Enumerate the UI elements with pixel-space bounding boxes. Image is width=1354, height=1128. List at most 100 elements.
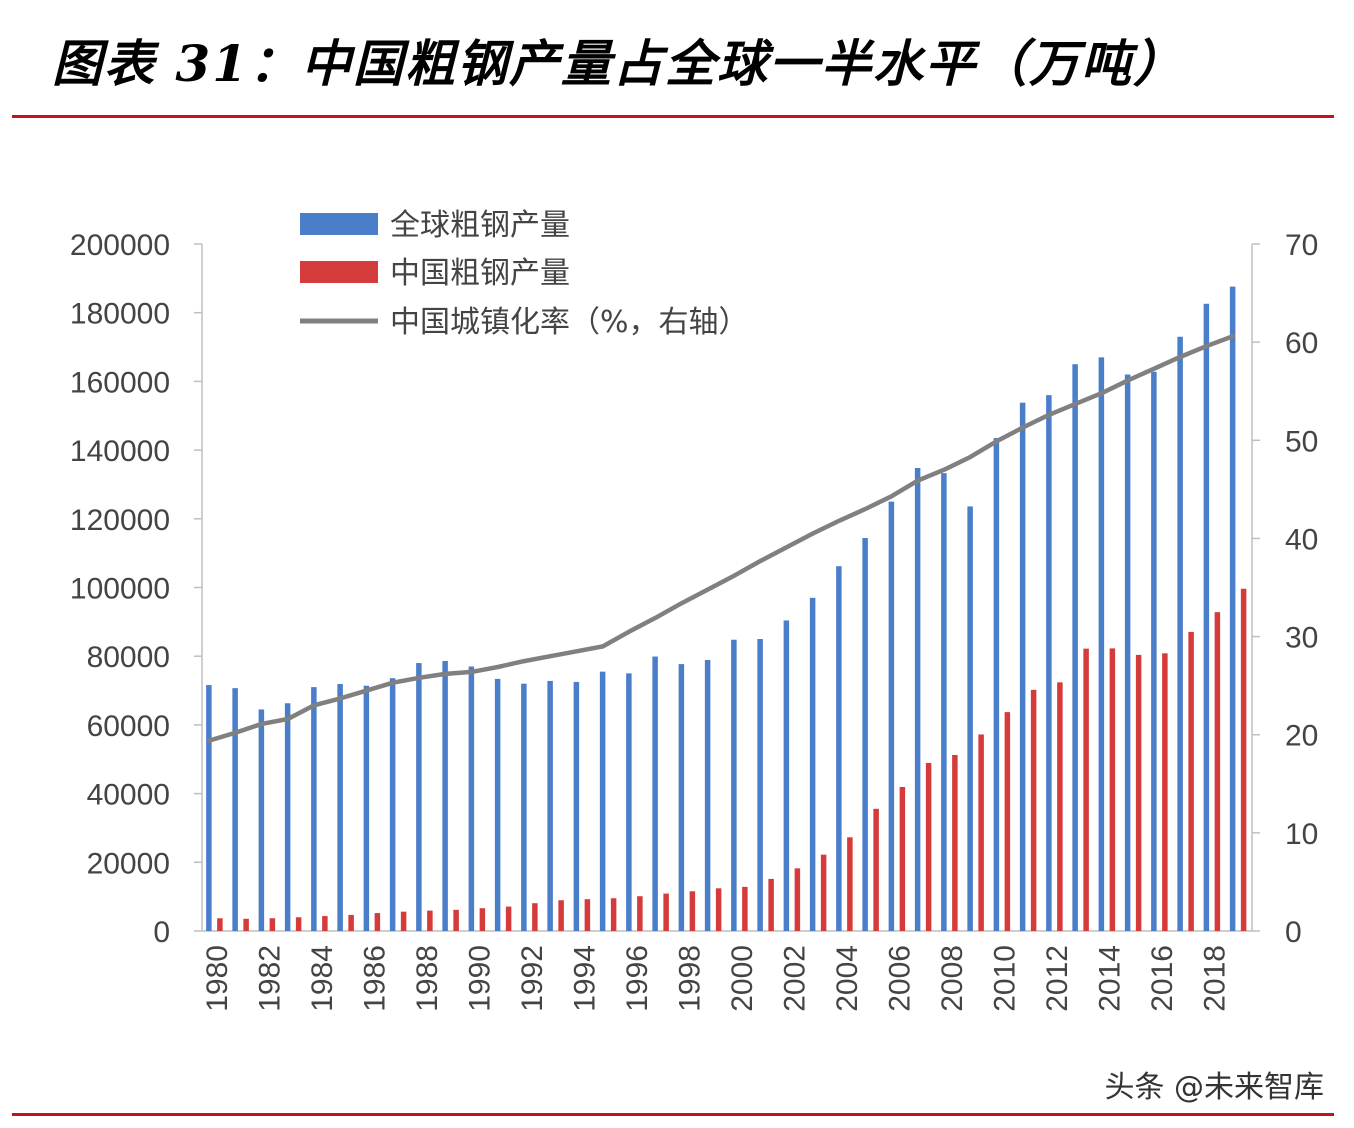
legend-swatch-global bbox=[300, 213, 378, 235]
bar-global bbox=[232, 688, 238, 931]
bar-china bbox=[768, 878, 774, 931]
chart: 0200004000060000800001000001200001400001… bbox=[70, 208, 1318, 1012]
bar-china bbox=[1004, 712, 1011, 931]
bar-china bbox=[558, 900, 564, 931]
x-tick-label: 2000 bbox=[726, 945, 759, 1012]
left-tick-label: 0 bbox=[153, 916, 170, 949]
bar-china bbox=[978, 734, 984, 931]
bar-china bbox=[1083, 648, 1089, 931]
bar-china bbox=[348, 914, 354, 931]
legend: 全球粗钢产量 中国粗钢产量 中国城镇化率（%，右轴） bbox=[300, 208, 749, 340]
bar-china bbox=[427, 910, 433, 931]
urbanization-polyline bbox=[206, 334, 1236, 743]
x-tick-label: 2008 bbox=[936, 945, 969, 1012]
bar-china bbox=[1135, 654, 1142, 931]
bar-china bbox=[1030, 689, 1037, 931]
bar-global bbox=[967, 506, 973, 931]
bar-global bbox=[311, 687, 317, 931]
left-tick-label: 40000 bbox=[87, 779, 170, 812]
x-tick-label: 2014 bbox=[1094, 945, 1127, 1012]
x-tick-label: 1990 bbox=[464, 945, 497, 1012]
bar-global bbox=[1019, 402, 1026, 931]
bar-china bbox=[295, 917, 302, 931]
bar-china bbox=[400, 911, 407, 931]
right-tick-label: 40 bbox=[1285, 523, 1318, 556]
bar-china bbox=[794, 868, 801, 931]
bar-global bbox=[626, 673, 632, 931]
bar-china bbox=[1162, 653, 1168, 931]
bar-global bbox=[389, 678, 396, 931]
left-tick-label: 180000 bbox=[70, 298, 170, 331]
chart-title: 图表 31：中国粗钢产量占全球一半水平（万吨） bbox=[52, 34, 1185, 93]
bar-global bbox=[862, 538, 868, 931]
bar-china bbox=[505, 906, 512, 931]
bar-global bbox=[573, 681, 580, 931]
legend-label-china: 中国粗钢产量 bbox=[390, 256, 570, 291]
bar-china bbox=[1240, 588, 1247, 931]
x-tick-label: 1984 bbox=[306, 945, 339, 1012]
x-tick-label: 2012 bbox=[1041, 945, 1074, 1012]
bottom-divider bbox=[12, 1113, 1334, 1116]
bar-global bbox=[1098, 357, 1105, 931]
x-tick-label: 1988 bbox=[411, 945, 444, 1012]
bar-global bbox=[442, 661, 448, 931]
bar-china bbox=[925, 762, 932, 931]
right-tick-label: 60 bbox=[1285, 327, 1318, 360]
watermark: 头条 @未来智库 bbox=[1104, 1070, 1324, 1105]
x-tick-label: 1992 bbox=[516, 945, 549, 1012]
bar-global bbox=[547, 680, 553, 931]
bar-global bbox=[783, 620, 790, 931]
x-tick-label: 1986 bbox=[359, 945, 392, 1012]
x-tick-label: 1994 bbox=[569, 945, 602, 1012]
bar-global bbox=[284, 703, 291, 931]
bar-global bbox=[416, 663, 422, 931]
x-tick-label: 2006 bbox=[884, 945, 917, 1012]
bar-china bbox=[715, 888, 722, 931]
left-tick-label: 160000 bbox=[70, 366, 170, 399]
bar-china bbox=[322, 916, 328, 931]
bar-global bbox=[678, 664, 685, 931]
bar-global bbox=[1177, 336, 1183, 931]
urbanization-line bbox=[206, 334, 1236, 743]
right-tick-label: 30 bbox=[1285, 622, 1318, 655]
right-tick-label: 70 bbox=[1285, 229, 1318, 262]
bar-china bbox=[663, 893, 669, 931]
bar-global bbox=[599, 671, 606, 931]
bar-global bbox=[1229, 286, 1236, 931]
bar-china bbox=[952, 755, 958, 931]
x-tick-label: 2016 bbox=[1146, 945, 1179, 1012]
x-tick-label: 2004 bbox=[831, 945, 864, 1012]
left-tick-label: 20000 bbox=[87, 847, 170, 880]
bar-global bbox=[888, 501, 895, 931]
bar-global bbox=[757, 639, 763, 931]
bar-china bbox=[479, 908, 486, 931]
left-tick-label: 140000 bbox=[70, 435, 170, 468]
x-tick-label: 1996 bbox=[621, 945, 654, 1012]
bar-global bbox=[809, 597, 816, 931]
bar-china bbox=[1188, 631, 1194, 931]
left-tick-label: 120000 bbox=[70, 504, 170, 537]
bar-china bbox=[742, 886, 748, 931]
bar-china bbox=[873, 808, 879, 931]
axes: 0200004000060000800001000001200001400001… bbox=[70, 229, 1318, 1012]
left-tick-label: 100000 bbox=[70, 573, 170, 606]
bar-china bbox=[374, 913, 381, 931]
x-tick-label: 2018 bbox=[1199, 945, 1232, 1012]
bar-global bbox=[468, 666, 475, 931]
bar-china bbox=[689, 891, 696, 931]
bar-global bbox=[258, 709, 265, 931]
legend-label-global: 全球粗钢产量 bbox=[390, 208, 570, 243]
bar-global bbox=[993, 438, 1000, 931]
bar-global bbox=[1124, 374, 1131, 931]
bar-global bbox=[914, 467, 921, 931]
x-tick-label: 2002 bbox=[779, 945, 812, 1012]
bar-global bbox=[1072, 364, 1078, 932]
bars bbox=[206, 286, 1247, 932]
left-tick-label: 200000 bbox=[70, 229, 170, 262]
left-tick-label: 60000 bbox=[87, 710, 170, 743]
bar-global bbox=[941, 473, 947, 931]
bar-china bbox=[532, 903, 538, 931]
bar-china bbox=[1214, 612, 1221, 931]
bar-china bbox=[243, 918, 249, 931]
bar-china bbox=[847, 837, 853, 931]
